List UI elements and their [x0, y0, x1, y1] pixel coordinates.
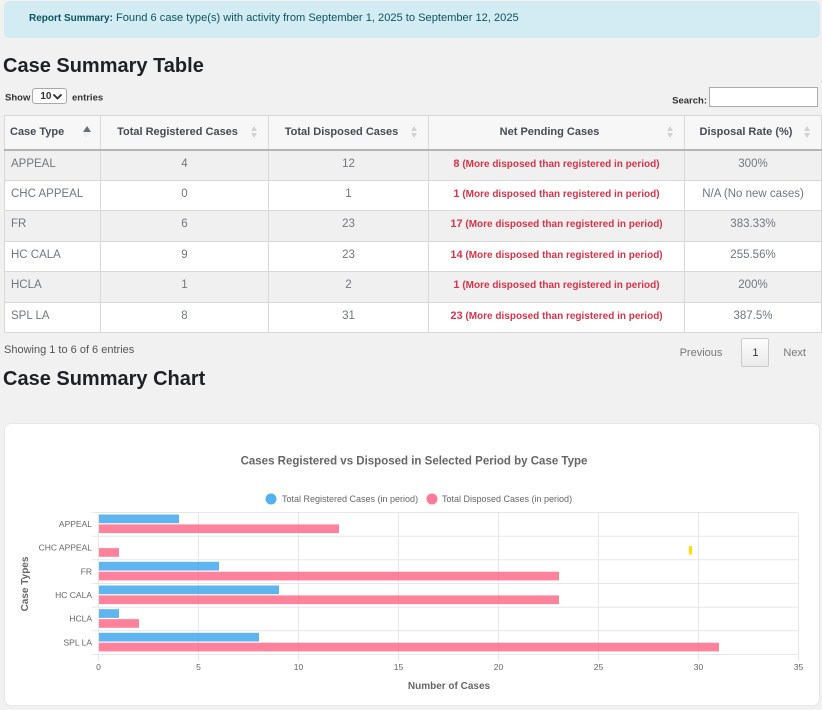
svg-text:35: 35	[794, 662, 804, 672]
svg-text:Total Registered Cases (in per: Total Registered Cases (in period)	[282, 494, 418, 504]
svg-text:10: 10	[294, 662, 304, 672]
svg-text:HC CALA: HC CALA	[55, 590, 92, 600]
svg-text:Number of Cases: Number of Cases	[408, 681, 491, 692]
svg-text:Case Types: Case Types	[20, 556, 31, 611]
svg-text:5: 5	[196, 662, 201, 672]
svg-text:Total Disposed Cases (in perio: Total Disposed Cases (in period)	[442, 494, 572, 504]
svg-text:SPL LA: SPL LA	[63, 637, 92, 647]
svg-text:FR: FR	[81, 566, 92, 576]
svg-text:15: 15	[394, 662, 404, 672]
svg-text:20: 20	[494, 662, 504, 672]
svg-text:30: 30	[694, 662, 704, 672]
svg-text:25: 25	[594, 662, 604, 672]
svg-text:0: 0	[96, 662, 101, 672]
svg-text:CHC APPEAL: CHC APPEAL	[39, 543, 93, 553]
svg-text:Cases Registered vs Disposed i: Cases Registered vs Disposed in Selected…	[241, 456, 588, 468]
svg-text:HCLA: HCLA	[69, 614, 92, 624]
svg-text:APPEAL: APPEAL	[59, 519, 92, 529]
